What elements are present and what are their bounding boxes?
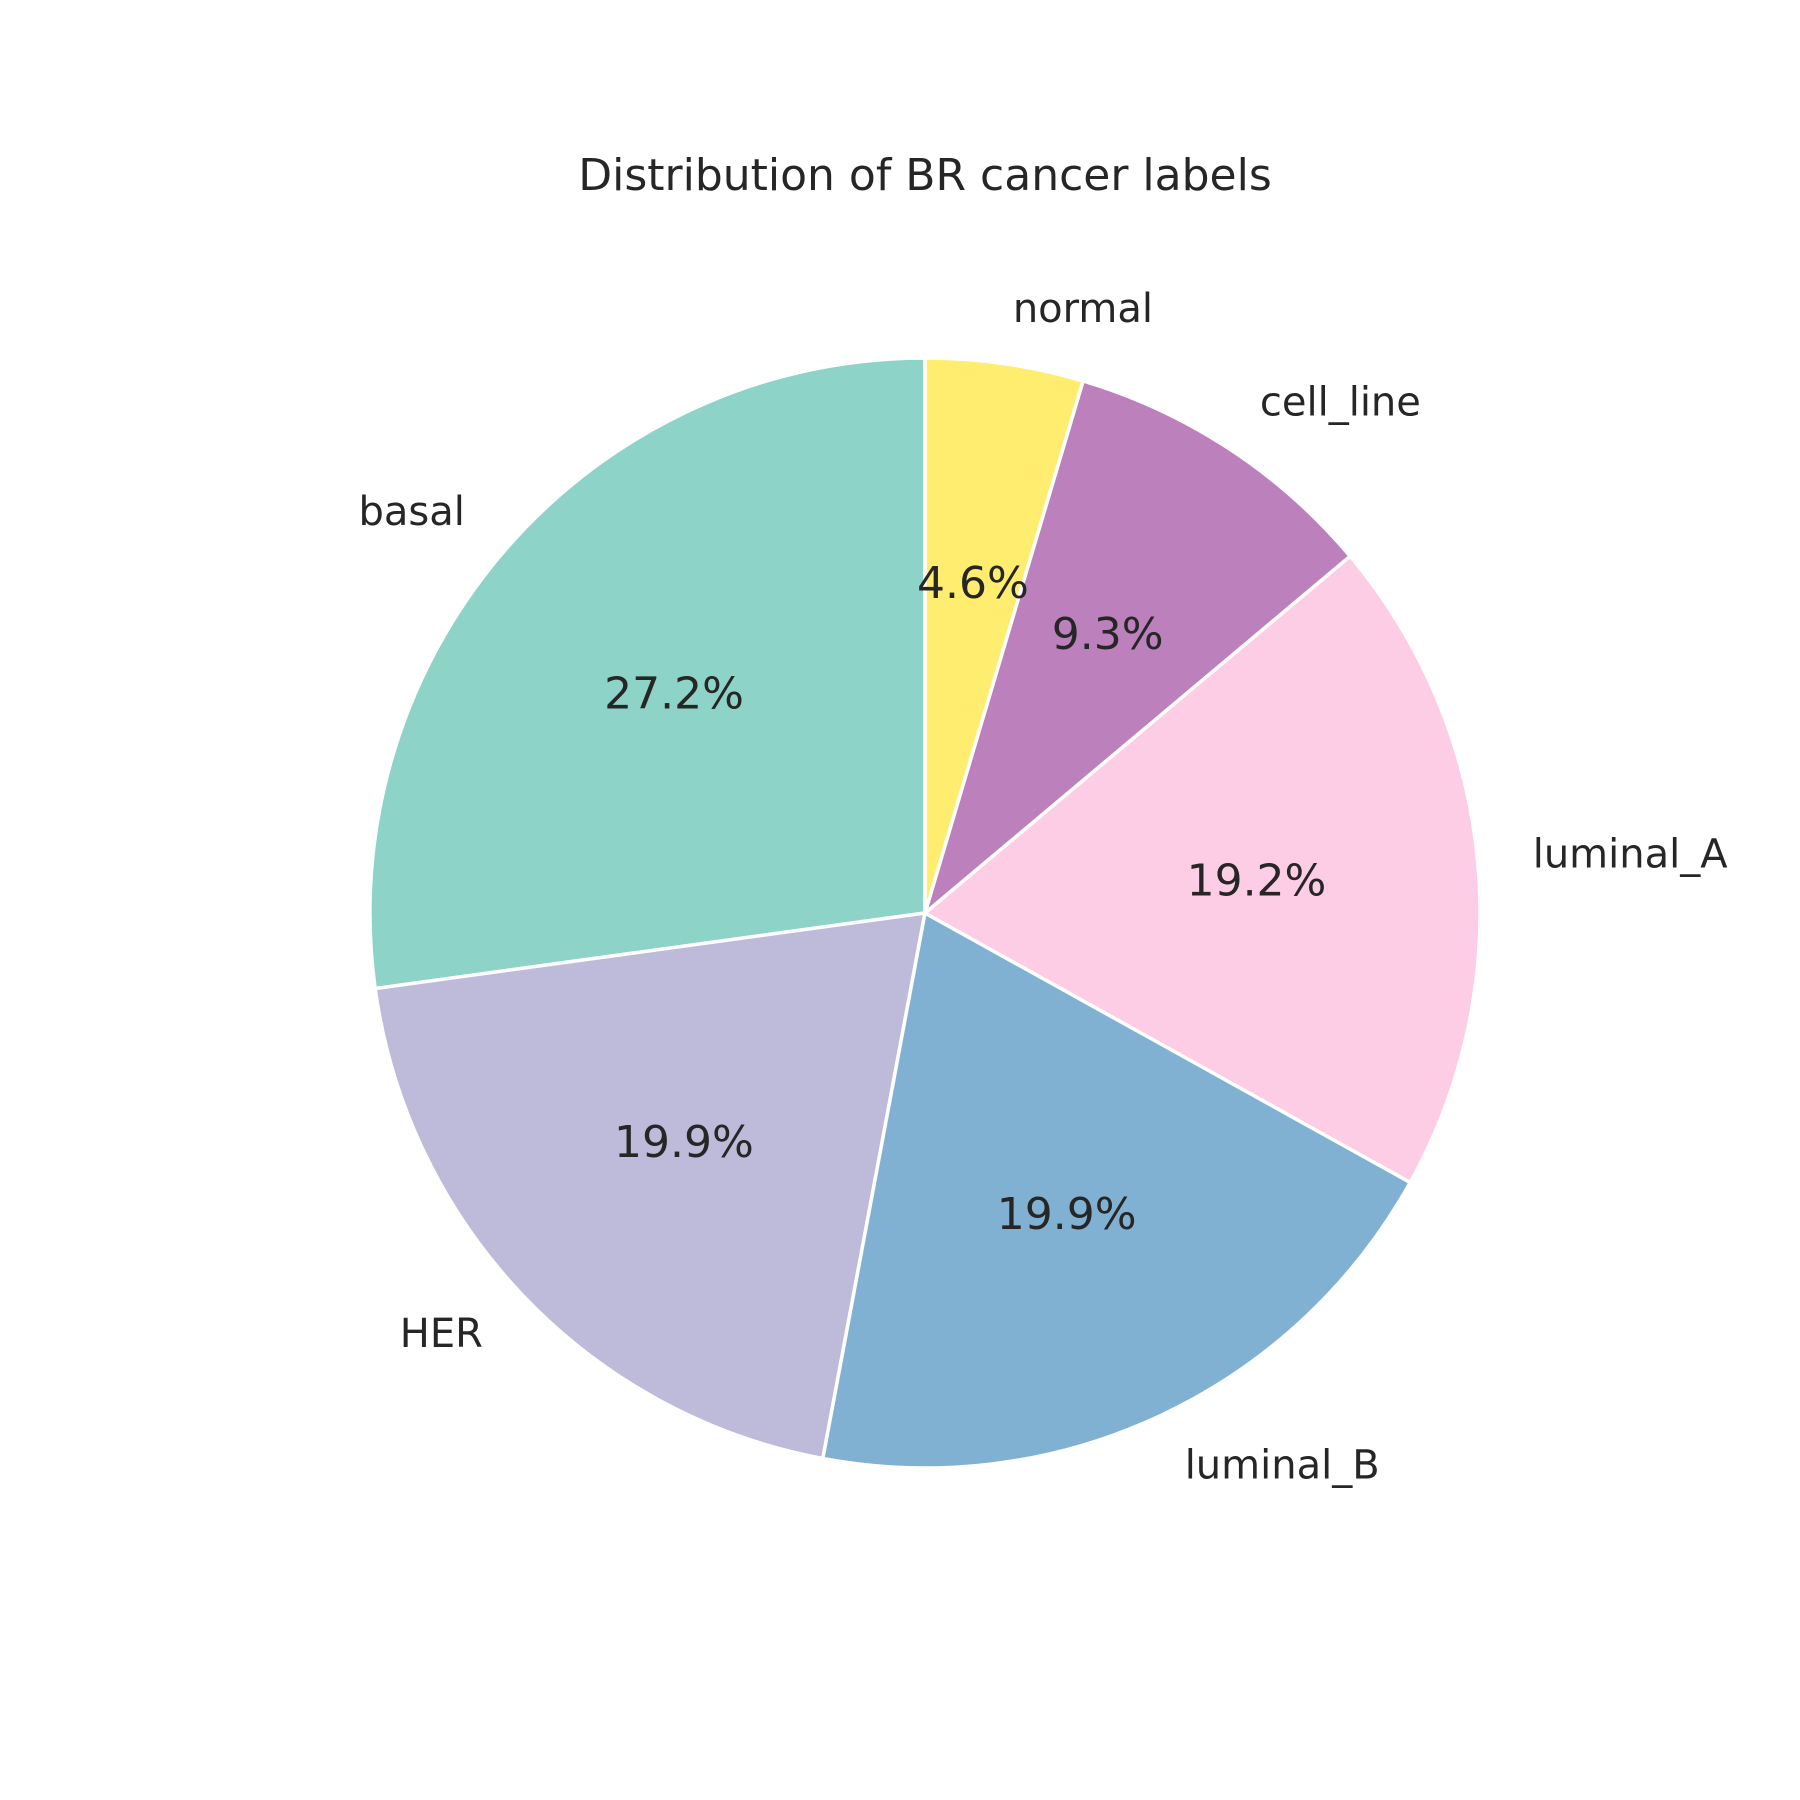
pie-slice-luminal-a <box>923 554 1482 1185</box>
slice-label-normal: normal <box>1013 286 1153 332</box>
pie-slice-luminal-b <box>821 911 1412 1470</box>
slice-label-cell-line: cell_line <box>1260 380 1421 426</box>
chart-title: Distribution of BR cancer labels <box>578 150 1272 201</box>
pie-slice-basal <box>368 356 927 991</box>
slice-label-her: HER <box>400 1311 483 1357</box>
slice-label-luminal-a: luminal_A <box>1533 832 1729 878</box>
slice-label-basal: basal <box>358 489 464 535</box>
slice-percent-her: 19.9% <box>614 1117 754 1168</box>
pie-slice-her <box>373 911 927 1461</box>
pie-wedges <box>368 356 1482 1470</box>
slice-percent-luminal-b: 19.9% <box>997 1189 1137 1240</box>
slice-percent-normal: 4.6% <box>917 558 1029 609</box>
pie-labels: basal HER luminal_B luminal_A cell_line norma… <box>358 286 1728 1489</box>
pie-slice-normal <box>923 356 1085 915</box>
pie-slice-cell-line <box>923 379 1352 915</box>
slice-label-luminal-b: luminal_B <box>1185 1443 1380 1489</box>
pie-percent-labels: 27.2% 19.9% 19.9% 19.2% 9.3% 4.6% <box>604 558 1326 1240</box>
slice-percent-cell-line: 9.3% <box>1052 609 1164 660</box>
slice-percent-basal: 27.2% <box>604 669 744 720</box>
slice-percent-luminal-a: 19.2% <box>1187 856 1327 907</box>
